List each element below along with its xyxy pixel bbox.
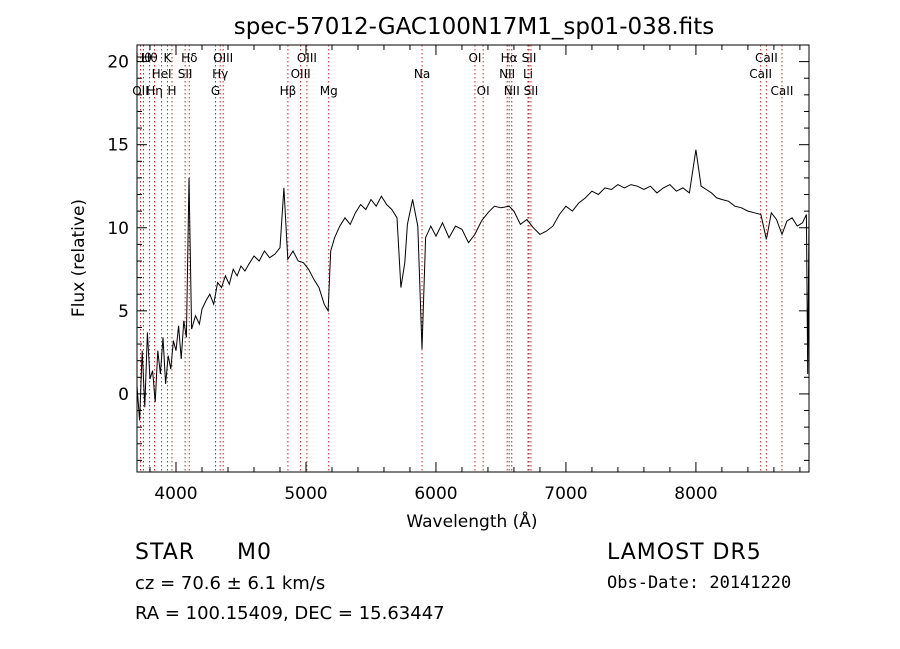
spectral-line-label: SII <box>178 67 193 81</box>
object-class: STAR <box>135 540 196 565</box>
spectral-line-label: OI <box>468 51 481 65</box>
x-axis-label: Wavelength (Å) <box>406 510 537 532</box>
spectral-line-label: Hθ <box>141 51 157 65</box>
y-tick-label: 20 <box>107 53 129 73</box>
spectral-line-label: K <box>163 51 172 65</box>
spectral-line-label: HeI <box>152 67 172 81</box>
coordinates-text: RA = 100.15409, DEC = 15.63447 <box>135 603 445 624</box>
spectral-line-label: SII <box>524 84 539 98</box>
spectral-line-label: SII <box>522 51 537 65</box>
spectral-line-label: H <box>167 84 176 98</box>
spectrum-line <box>136 149 810 421</box>
obs-date: Obs-Date: 20141220 <box>607 573 792 593</box>
spectral-line-label: Na <box>414 67 430 81</box>
x-tick-label: 5000 <box>284 484 327 504</box>
plot-frame <box>136 44 810 473</box>
spectral-line-label: NII <box>499 67 515 81</box>
spectral-line-label: Li <box>523 67 533 81</box>
spectral-line-label: CaII <box>749 67 772 81</box>
chart-title: spec-57012-GAC100N17M1_sp01-038.fits <box>234 14 714 40</box>
velocity-text: cz = 70.6 ± 6.1 km/s <box>135 573 326 594</box>
spectral-line-label: CaII <box>771 84 794 98</box>
spectral-line-label: Mg <box>320 84 338 98</box>
y-tick-label: 0 <box>118 385 129 405</box>
spectral-line-label: Hα <box>501 51 518 65</box>
spectral-line-label: OIII <box>291 67 311 81</box>
y-tick-label: 15 <box>107 136 129 156</box>
spectral-line-label: OII <box>132 84 149 98</box>
y-tick-label: 10 <box>107 219 129 239</box>
x-tick-label: 7000 <box>544 484 587 504</box>
spectral-line-label: CaII <box>755 51 778 65</box>
x-tick-label: 4000 <box>154 484 197 504</box>
survey-name: LAMOST DR5 <box>607 540 762 565</box>
spectral-line-label: Hβ <box>280 84 297 98</box>
spectral-line-label: Hδ <box>181 51 197 65</box>
object-subclass: M0 <box>237 540 272 565</box>
x-tick-label: 6000 <box>414 484 457 504</box>
x-tick-label: 8000 <box>674 484 717 504</box>
spectral-line-label: OIII <box>213 51 233 65</box>
spectral-line-label: Hγ <box>212 67 228 81</box>
spectral-line-label: OIII <box>297 51 317 65</box>
spectral-line-label: G <box>211 84 220 98</box>
spectral-line-label: Hη <box>146 84 163 98</box>
y-axis-label: Flux (relative) <box>69 199 89 317</box>
spectral-line-label: NII <box>504 84 520 98</box>
y-tick-label: 5 <box>118 302 129 322</box>
spectral-line-label: OI <box>477 84 490 98</box>
